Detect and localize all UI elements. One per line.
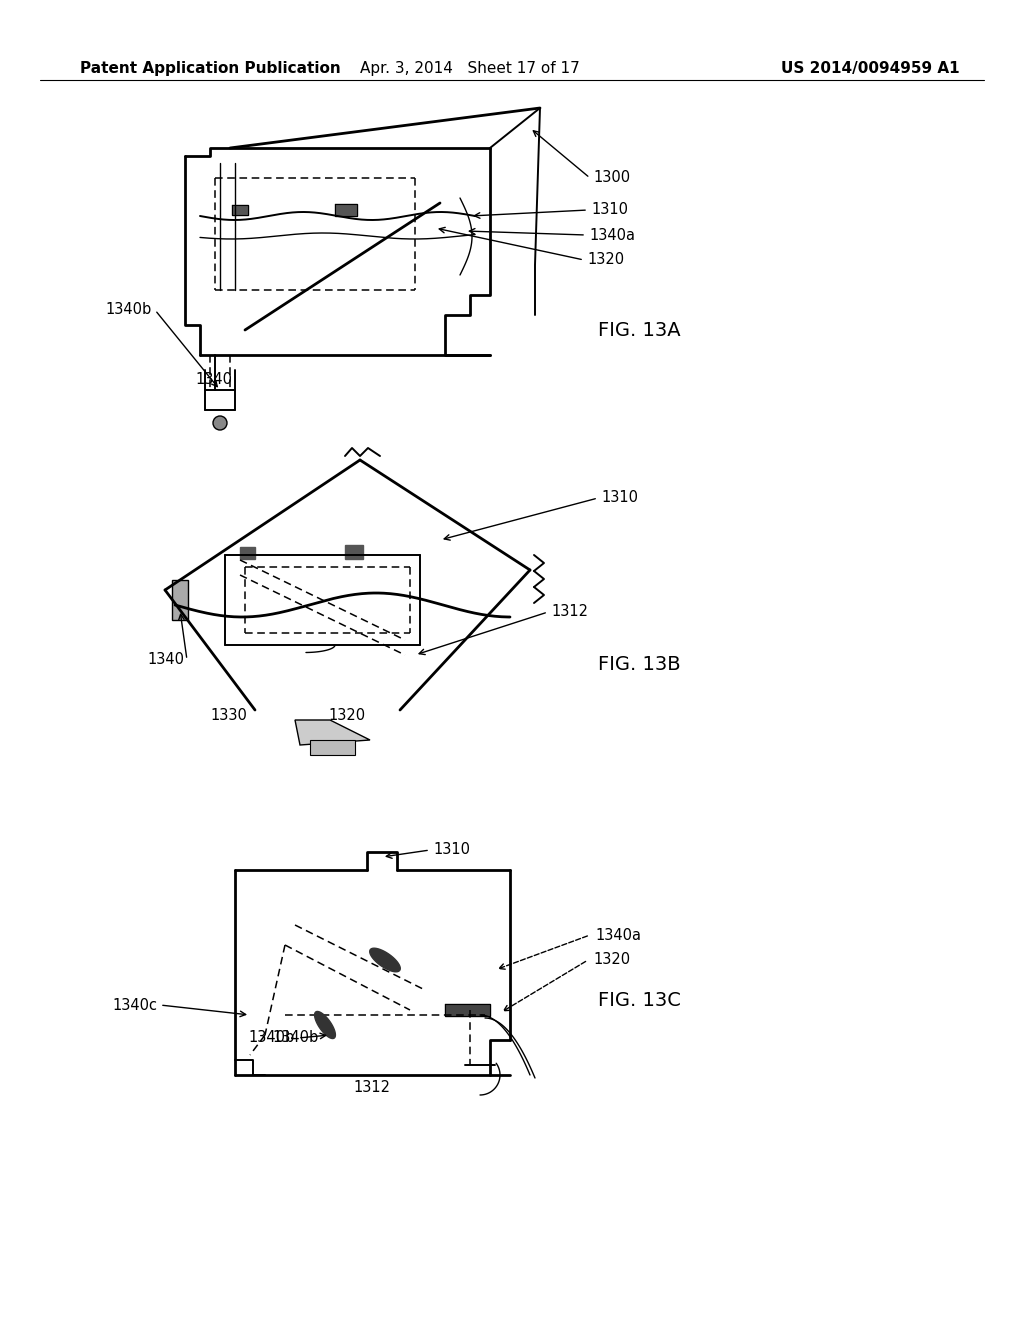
Text: 1330: 1330 [210, 708, 247, 722]
Polygon shape [314, 1011, 336, 1039]
Text: 1340c: 1340c [112, 998, 157, 1012]
Polygon shape [295, 719, 370, 744]
Polygon shape [232, 205, 248, 215]
Text: FIG. 13A: FIG. 13A [598, 321, 681, 339]
Text: 1320: 1320 [593, 953, 630, 968]
Text: 1310: 1310 [433, 842, 470, 858]
Text: US 2014/0094959 A1: US 2014/0094959 A1 [781, 61, 961, 75]
Text: 1340b: 1340b [272, 1031, 318, 1045]
Text: 1340a: 1340a [595, 928, 641, 942]
Text: 1340b: 1340b [248, 1031, 294, 1045]
Text: Apr. 3, 2014   Sheet 17 of 17: Apr. 3, 2014 Sheet 17 of 17 [360, 61, 580, 75]
Text: 1312: 1312 [353, 1081, 390, 1096]
Text: Patent Application Publication: Patent Application Publication [80, 61, 341, 75]
Text: 1340: 1340 [147, 652, 184, 668]
Text: FIG. 13C: FIG. 13C [598, 990, 681, 1010]
Polygon shape [172, 579, 188, 620]
Text: 1310: 1310 [601, 491, 638, 506]
Polygon shape [240, 546, 255, 558]
Polygon shape [345, 545, 362, 558]
Polygon shape [310, 741, 355, 755]
Polygon shape [370, 948, 400, 972]
Text: 1340: 1340 [195, 372, 232, 388]
Text: 1320: 1320 [587, 252, 624, 268]
Text: 1300: 1300 [593, 170, 630, 186]
Text: FIG. 13B: FIG. 13B [598, 656, 681, 675]
Polygon shape [335, 205, 357, 216]
Polygon shape [445, 1005, 490, 1016]
Circle shape [213, 416, 227, 430]
Text: 1310: 1310 [591, 202, 628, 218]
Text: 1340b: 1340b [105, 302, 152, 318]
Text: 1312: 1312 [551, 605, 588, 619]
Text: 1320: 1320 [328, 708, 366, 722]
Text: 1340a: 1340a [589, 227, 635, 243]
